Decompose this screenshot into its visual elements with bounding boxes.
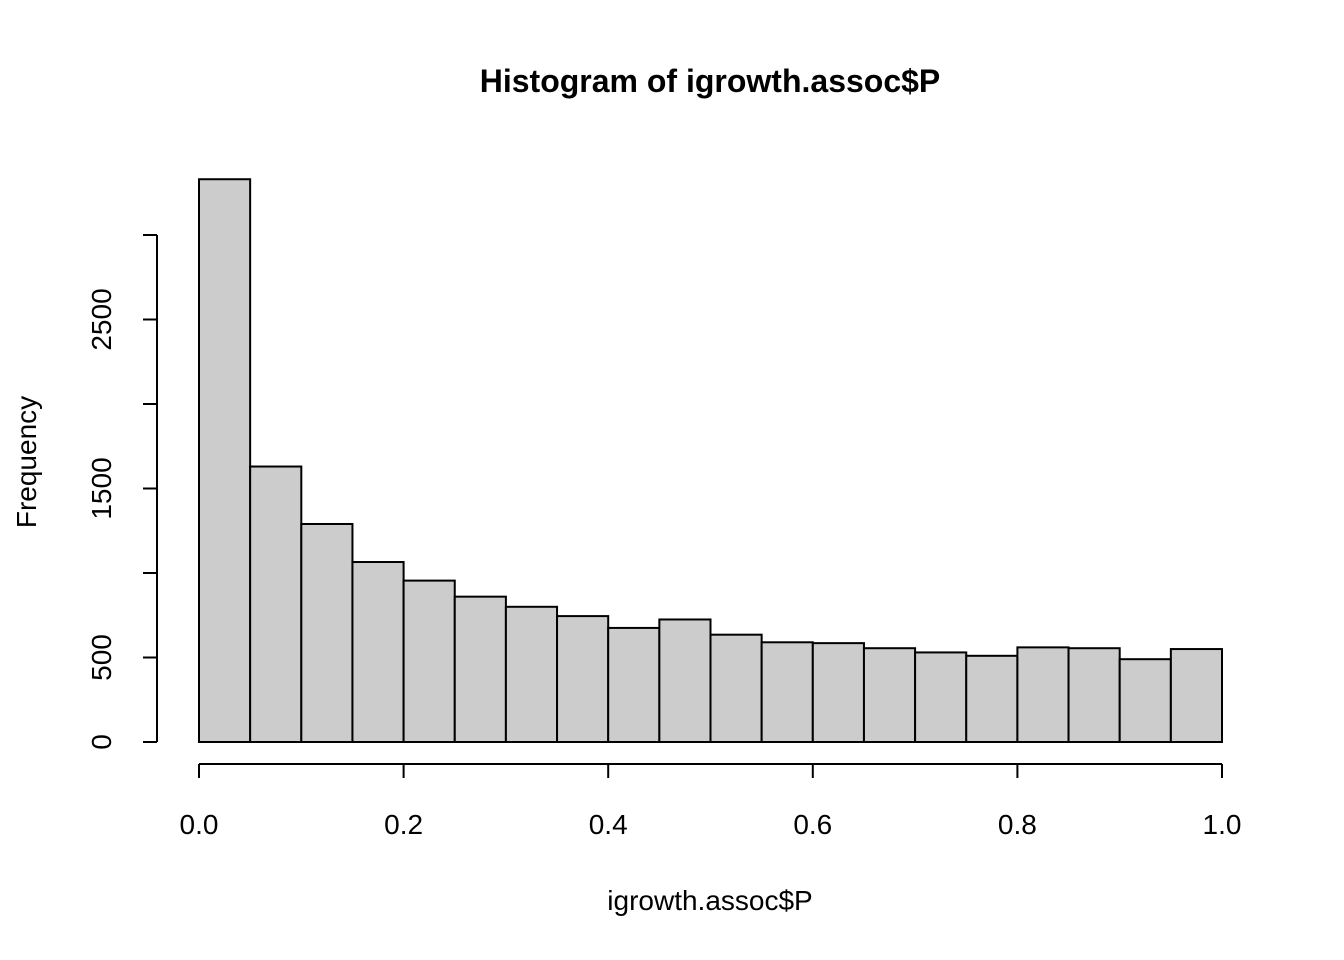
x-tick-label: 1.0: [1203, 809, 1242, 840]
histogram-bar: [556, 615, 610, 743]
x-axis: 0.0 0.2 0.4 0.6 0.8 1.0: [180, 763, 1242, 840]
x-tick-label: 0.2: [384, 809, 423, 840]
x-tick-label: 0.0: [180, 809, 219, 840]
histogram-bar: [862, 647, 917, 744]
y-axis-label: Frequency: [11, 396, 42, 528]
histogram-bar: [249, 465, 303, 743]
y-tick-label: 2500: [86, 288, 117, 350]
y-tick-label: 1500: [86, 457, 117, 519]
histogram-bar: [504, 605, 559, 743]
x-tick-label: 0.4: [589, 809, 628, 840]
histogram-bar: [607, 626, 661, 743]
histogram-bar: [1067, 647, 1121, 744]
histogram-bar: [965, 654, 1019, 743]
histogram-bar: [300, 522, 354, 743]
histogram-bar: [453, 595, 507, 743]
y-tick-label: 0: [86, 734, 117, 750]
y-tick-label: 500: [86, 634, 117, 681]
histogram-bar: [1169, 648, 1223, 743]
histogram-bar: [709, 633, 763, 743]
histogram-bar: [351, 561, 405, 744]
x-axis-label: igrowth.assoc$P: [607, 885, 812, 916]
histogram-bar: [198, 178, 252, 744]
histogram-bar: [760, 641, 814, 743]
x-tick-label: 0.8: [998, 809, 1037, 840]
x-tick-label: 0.6: [793, 809, 832, 840]
histogram-bar: [1016, 646, 1070, 743]
histogram-bar: [914, 651, 968, 743]
histogram-bar: [402, 579, 456, 743]
histogram-bar: [658, 618, 712, 743]
y-axis: 0 500 1500 2500: [86, 234, 158, 750]
chart-title: Histogram of igrowth.assoc$P: [480, 63, 941, 99]
histogram-bar: [1118, 658, 1172, 743]
histogram-bar: [811, 642, 865, 744]
histogram-bars: [198, 178, 1223, 744]
